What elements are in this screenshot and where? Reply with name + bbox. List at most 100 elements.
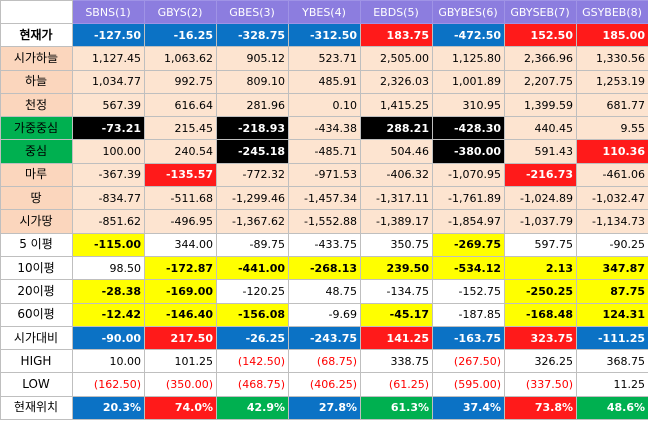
value-cell[interactable]: (61.25) xyxy=(360,372,433,397)
value-cell[interactable]: 368.75 xyxy=(576,349,648,374)
value-cell[interactable]: -1,761.89 xyxy=(432,186,505,211)
column-header[interactable]: GBES(3) xyxy=(216,0,289,24)
value-cell[interactable]: 37.4% xyxy=(432,395,505,421)
value-cell[interactable]: -135.57 xyxy=(144,162,217,188)
value-cell[interactable]: 338.75 xyxy=(360,349,433,374)
value-cell[interactable]: 27.8% xyxy=(288,395,361,421)
value-cell[interactable]: -1,552.88 xyxy=(288,209,361,234)
value-cell[interactable]: 42.9% xyxy=(216,395,289,421)
value-cell[interactable]: -1,367.62 xyxy=(216,209,289,234)
value-cell[interactable]: -243.75 xyxy=(288,325,361,351)
value-cell[interactable]: 239.50 xyxy=(360,255,433,281)
value-cell[interactable]: -216.73 xyxy=(504,162,577,188)
value-cell[interactable]: -28.38 xyxy=(72,279,145,304)
value-cell[interactable]: 74.0% xyxy=(144,395,217,421)
value-cell[interactable]: 616.64 xyxy=(144,92,217,118)
value-cell[interactable]: (406.25) xyxy=(288,372,361,397)
value-cell[interactable]: (267.50) xyxy=(432,349,505,374)
value-cell[interactable]: -245.18 xyxy=(216,139,289,164)
value-cell[interactable]: -163.75 xyxy=(432,325,505,351)
value-cell[interactable]: -834.77 xyxy=(72,186,145,211)
value-cell[interactable]: 48.75 xyxy=(288,279,361,304)
value-cell[interactable]: 215.45 xyxy=(144,116,217,141)
value-cell[interactable]: -90.00 xyxy=(72,325,145,351)
value-cell[interactable]: -1,457.34 xyxy=(288,186,361,211)
value-cell[interactable]: 591.43 xyxy=(504,139,577,164)
value-cell[interactable]: 141.25 xyxy=(360,325,433,351)
value-cell[interactable]: 326.25 xyxy=(504,349,577,374)
column-header[interactable]: YBES(4) xyxy=(288,0,361,24)
value-cell[interactable]: -1,389.17 xyxy=(360,209,433,234)
value-cell[interactable]: -250.25 xyxy=(504,279,577,304)
value-cell[interactable]: 523.71 xyxy=(288,46,361,71)
value-cell[interactable]: 217.50 xyxy=(144,325,217,351)
value-cell[interactable]: -115.00 xyxy=(72,232,145,257)
value-cell[interactable]: 73.8% xyxy=(504,395,577,421)
value-cell[interactable]: 1,253.19 xyxy=(576,69,648,94)
value-cell[interactable]: -1,854.97 xyxy=(432,209,505,234)
value-cell[interactable]: 185.00 xyxy=(576,22,648,48)
value-cell[interactable]: 1,125.80 xyxy=(432,46,505,71)
value-cell[interactable]: -168.48 xyxy=(504,302,577,327)
value-cell[interactable]: 992.75 xyxy=(144,69,217,94)
value-cell[interactable]: -1,032.47 xyxy=(576,186,648,211)
value-cell[interactable]: 1,330.56 xyxy=(576,46,648,71)
value-cell[interactable]: -120.25 xyxy=(216,279,289,304)
value-cell[interactable]: -851.62 xyxy=(72,209,145,234)
value-cell[interactable]: (468.75) xyxy=(216,372,289,397)
value-cell[interactable]: -441.00 xyxy=(216,255,289,281)
value-cell[interactable]: -511.68 xyxy=(144,186,217,211)
value-cell[interactable]: 1,001.89 xyxy=(432,69,505,94)
column-header[interactable]: SBNS(1) xyxy=(72,0,145,24)
value-cell[interactable]: -496.95 xyxy=(144,209,217,234)
value-cell[interactable]: 101.25 xyxy=(144,349,217,374)
value-cell[interactable]: 110.36 xyxy=(576,139,648,164)
value-cell[interactable]: -187.85 xyxy=(432,302,505,327)
column-header[interactable]: EBDS(5) xyxy=(360,0,433,24)
value-cell[interactable]: -111.25 xyxy=(576,325,648,351)
value-cell[interactable]: -772.32 xyxy=(216,162,289,188)
value-cell[interactable]: -1,037.79 xyxy=(504,209,577,234)
value-cell[interactable]: -169.00 xyxy=(144,279,217,304)
value-cell[interactable]: 152.50 xyxy=(504,22,577,48)
value-cell[interactable]: 2,326.03 xyxy=(360,69,433,94)
value-cell[interactable]: 310.95 xyxy=(432,92,505,118)
column-header[interactable]: GBYBES(6) xyxy=(432,0,505,24)
value-cell[interactable]: -218.93 xyxy=(216,116,289,141)
value-cell[interactable]: 2,505.00 xyxy=(360,46,433,71)
value-cell[interactable]: 124.31 xyxy=(576,302,648,327)
value-cell[interactable]: -172.87 xyxy=(144,255,217,281)
value-cell[interactable]: 1,415.25 xyxy=(360,92,433,118)
value-cell[interactable]: 2.13 xyxy=(504,255,577,281)
value-cell[interactable]: 0.10 xyxy=(288,92,361,118)
value-cell[interactable]: -534.12 xyxy=(432,255,505,281)
column-header[interactable]: GBYSEB(7) xyxy=(504,0,577,24)
value-cell[interactable]: (162.50) xyxy=(72,372,145,397)
value-cell[interactable]: -26.25 xyxy=(216,325,289,351)
value-cell[interactable]: -45.17 xyxy=(360,302,433,327)
value-cell[interactable]: 2,366.96 xyxy=(504,46,577,71)
value-cell[interactable]: -1,134.73 xyxy=(576,209,648,234)
value-cell[interactable]: -73.21 xyxy=(72,116,145,141)
value-cell[interactable]: 1,399.59 xyxy=(504,92,577,118)
value-cell[interactable]: -485.71 xyxy=(288,139,361,164)
value-cell[interactable]: 100.00 xyxy=(72,139,145,164)
value-cell[interactable]: 288.21 xyxy=(360,116,433,141)
value-cell[interactable]: 344.00 xyxy=(144,232,217,257)
value-cell[interactable]: -406.32 xyxy=(360,162,433,188)
value-cell[interactable]: -134.75 xyxy=(360,279,433,304)
value-cell[interactable]: 440.45 xyxy=(504,116,577,141)
value-cell[interactable]: 1,034.77 xyxy=(72,69,145,94)
value-cell[interactable]: 809.10 xyxy=(216,69,289,94)
value-cell[interactable]: -328.75 xyxy=(216,22,289,48)
value-cell[interactable]: 485.91 xyxy=(288,69,361,94)
value-cell[interactable]: 347.87 xyxy=(576,255,648,281)
value-cell[interactable]: 504.46 xyxy=(360,139,433,164)
value-cell[interactable]: -428.30 xyxy=(432,116,505,141)
value-cell[interactable]: -472.50 xyxy=(432,22,505,48)
value-cell[interactable]: (68.75) xyxy=(288,349,361,374)
value-cell[interactable]: -269.75 xyxy=(432,232,505,257)
value-cell[interactable]: -1,024.89 xyxy=(504,186,577,211)
value-cell[interactable]: -312.50 xyxy=(288,22,361,48)
value-cell[interactable]: 597.75 xyxy=(504,232,577,257)
